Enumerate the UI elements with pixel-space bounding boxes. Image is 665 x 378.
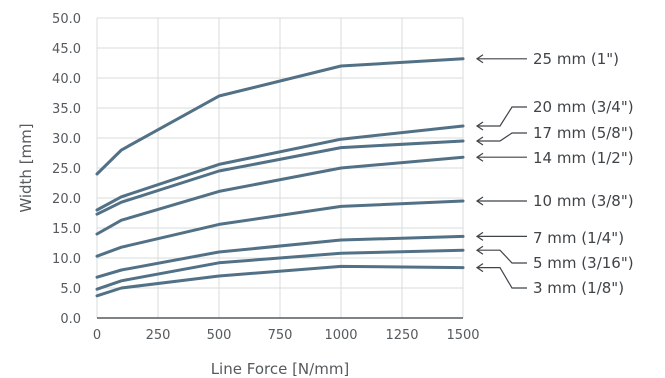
y-axis-title: Width [mm] xyxy=(17,123,35,212)
series-label: 5 mm (3/16") xyxy=(533,254,634,272)
label-connector xyxy=(477,106,527,127)
y-tick-label: 15.0 xyxy=(52,222,81,237)
series-label-group: 7 mm (1/4") xyxy=(475,229,624,247)
series-label-group: 20 mm (3/4") xyxy=(475,98,634,131)
series-label-group: 14 mm (1/2") xyxy=(475,149,634,167)
series-lines xyxy=(95,57,465,298)
series-label: 10 mm (3/8") xyxy=(533,192,634,210)
y-tick-label: 25.0 xyxy=(52,162,81,177)
series-line xyxy=(95,139,465,216)
series-labels: 25 mm (1") 20 mm (3/4") 17 mm (5/8") 14 mm … xyxy=(475,50,634,297)
x-tick-label: 750 xyxy=(268,328,293,343)
y-tick-label: 35.0 xyxy=(52,102,81,117)
series-label: 7 mm (1/4") xyxy=(533,229,624,247)
series-line xyxy=(95,264,465,298)
x-axis-ticks: 0 250 500 750 1000 1250 1500 xyxy=(93,328,480,343)
series-label: 25 mm (1") xyxy=(533,50,619,68)
series-label-group: 10 mm (3/8") xyxy=(475,192,634,210)
series-label-group: 5 mm (3/16") xyxy=(475,245,634,272)
y-tick-label: 10.0 xyxy=(52,252,81,267)
x-tick-label: 500 xyxy=(207,328,232,343)
series-line xyxy=(95,234,465,279)
x-tick-label: 1250 xyxy=(385,328,418,343)
series-label: 20 mm (3/4") xyxy=(533,98,634,116)
y-tick-label: 40.0 xyxy=(52,72,81,87)
series-label-group: 3 mm (1/8") xyxy=(475,263,624,297)
series-label-group: 25 mm (1") xyxy=(475,50,619,68)
y-axis-ticks: 0.0 5.0 10.0 15.0 20.0 25.0 30.0 35.0 40.0 45.0 50… xyxy=(52,12,81,327)
x-axis-title: Line Force [N/mm] xyxy=(211,360,350,378)
y-tick-label: 20.0 xyxy=(52,192,81,207)
y-tick-label: 5.0 xyxy=(60,282,81,297)
label-connector xyxy=(477,132,527,142)
series-label: 14 mm (1/2") xyxy=(533,149,634,167)
x-tick-label: 1000 xyxy=(324,328,357,343)
gridlines xyxy=(96,17,464,318)
series-line xyxy=(95,124,465,212)
y-tick-label: 0.0 xyxy=(60,312,81,327)
series-line xyxy=(95,57,465,176)
y-tick-label: 50.0 xyxy=(52,12,81,27)
series-label-group: 17 mm (5/8") xyxy=(475,124,634,146)
label-connector xyxy=(477,267,527,289)
x-tick-label: 250 xyxy=(146,328,171,343)
series-line xyxy=(95,155,465,236)
label-connector xyxy=(477,249,527,264)
series-label: 17 mm (5/8") xyxy=(533,124,634,142)
series-line xyxy=(95,248,465,291)
y-tick-label: 45.0 xyxy=(52,42,81,57)
series-label: 3 mm (1/8") xyxy=(533,279,624,297)
series-line xyxy=(95,199,465,258)
x-tick-label: 1500 xyxy=(446,328,479,343)
y-tick-label: 30.0 xyxy=(52,132,81,147)
x-tick-label: 0 xyxy=(93,328,101,343)
